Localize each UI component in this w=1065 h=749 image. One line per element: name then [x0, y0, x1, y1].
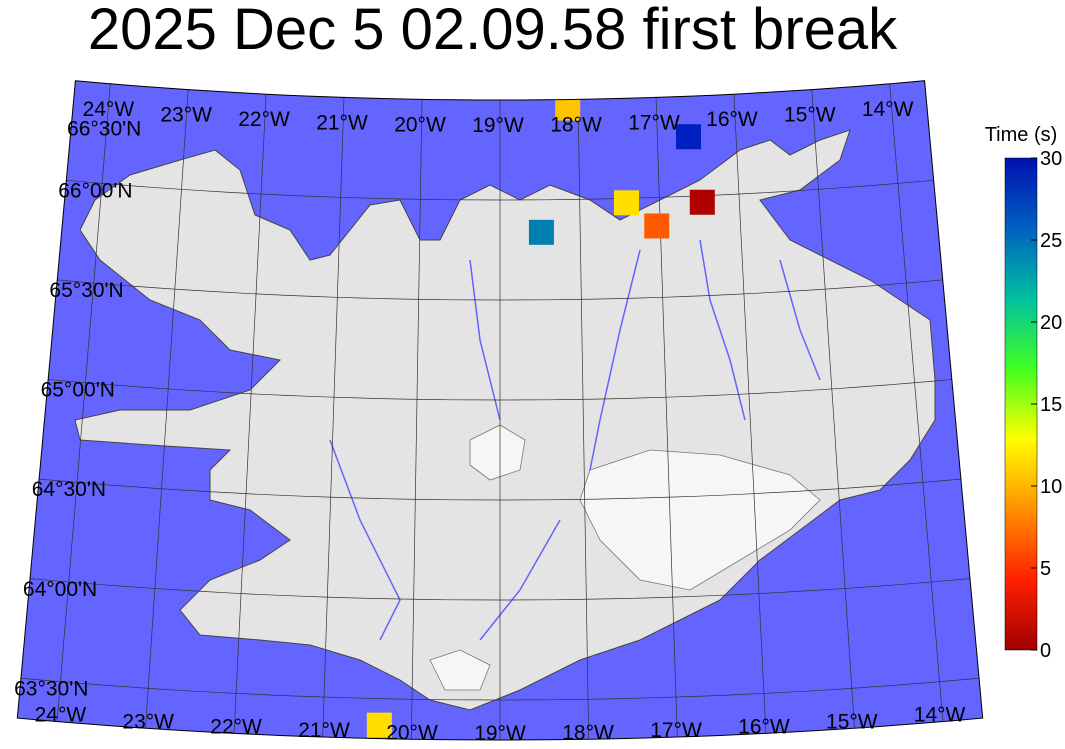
meridian-line — [885, 80, 947, 740]
map-title: 2025 Dec 5 02.09.58 first break — [87, 0, 898, 62]
rivers — [329, 239, 821, 641]
lat-label: 66°00'N — [58, 179, 132, 202]
meridian-line — [808, 80, 858, 740]
station-marker[interactable] — [676, 124, 702, 150]
meridian-line — [231, 80, 269, 740]
lon-label-top: 23°W — [160, 104, 212, 127]
lon-label-bottom: 24°W — [35, 704, 87, 727]
colorbar-tick-label: 10 — [1040, 476, 1062, 498]
lat-label: 65°00'N — [41, 379, 115, 402]
lon-label-top: 18°W — [550, 113, 602, 136]
meridian-line — [53, 80, 115, 740]
parallel-line — [17, 476, 983, 501]
lon-label-top: 14°W — [862, 98, 914, 121]
station-marker[interactable] — [689, 189, 715, 215]
parallel-line — [23, 376, 977, 401]
lon-label-top: 22°W — [238, 108, 290, 131]
lat-label: 66°30'N — [67, 118, 141, 141]
lon-label-bottom: 20°W — [386, 721, 438, 744]
lon-label-top: 24°W — [83, 98, 135, 121]
graticule-labels: 24°W 24°W 23°W 23°W 22°W 22°W 21°W 21°W 20°W 20°W… — [14, 98, 965, 745]
lon-label-bottom: 19°W — [474, 722, 526, 745]
station-marker[interactable] — [366, 712, 392, 738]
lon-label-top: 20°W — [394, 113, 446, 136]
lon-label-bottom: 14°W — [914, 704, 966, 727]
colorbar-tick-label: 15 — [1040, 394, 1062, 416]
map-frame — [16, 80, 984, 741]
lon-label-bottom: 21°W — [298, 719, 350, 742]
lon-label-bottom: 18°W — [562, 721, 614, 744]
meridian-line — [654, 80, 680, 740]
lon-label-bottom: 23°W — [122, 710, 174, 733]
colorbar-tick-label: 0 — [1040, 640, 1051, 662]
station-marker[interactable] — [528, 219, 554, 245]
colorbar-tick-label: 25 — [1040, 230, 1062, 252]
lon-label-bottom: 16°W — [738, 715, 790, 738]
lon-label-top: 16°W — [706, 108, 758, 131]
lon-label-bottom: 22°W — [210, 715, 262, 738]
colorbar-title: Time (s) — [985, 124, 1058, 146]
lon-label-top: 21°W — [316, 111, 368, 134]
colorbar-tick-label: 30 — [1040, 148, 1062, 170]
lat-label: 65°30'N — [49, 279, 123, 302]
meridian-line — [320, 80, 346, 740]
station-marker[interactable] — [613, 190, 639, 216]
myrdalsjokull-glacier — [429, 649, 491, 691]
meridian-line — [731, 80, 769, 740]
lat-label: 64°30'N — [32, 478, 106, 501]
meridian-line — [410, 80, 424, 740]
lon-label-top: 19°W — [472, 114, 524, 137]
lat-label: 63°30'N — [14, 677, 88, 700]
lon-label-bottom: 15°W — [826, 710, 878, 733]
parallel-line — [32, 277, 968, 301]
lon-label-top: 15°W — [784, 104, 836, 127]
parallel-line — [17, 575, 983, 601]
meridian-line — [576, 80, 590, 740]
colorbar-tick-label: 20 — [1040, 312, 1062, 334]
parallel-line — [42, 177, 958, 201]
parallel-line — [17, 675, 983, 701]
meridian-line — [142, 80, 192, 740]
colorbar-tick-label: 5 — [1040, 558, 1051, 580]
station-marker[interactable] — [644, 213, 670, 239]
lat-label: 64°00'N — [23, 578, 97, 601]
lon-label-top: 17°W — [628, 111, 680, 134]
lon-label-bottom: 17°W — [650, 719, 702, 742]
colorbar: Time (s) 0 5 10 15 20 25 30 — [985, 124, 1063, 662]
vatnajokull-glacier — [579, 449, 821, 591]
